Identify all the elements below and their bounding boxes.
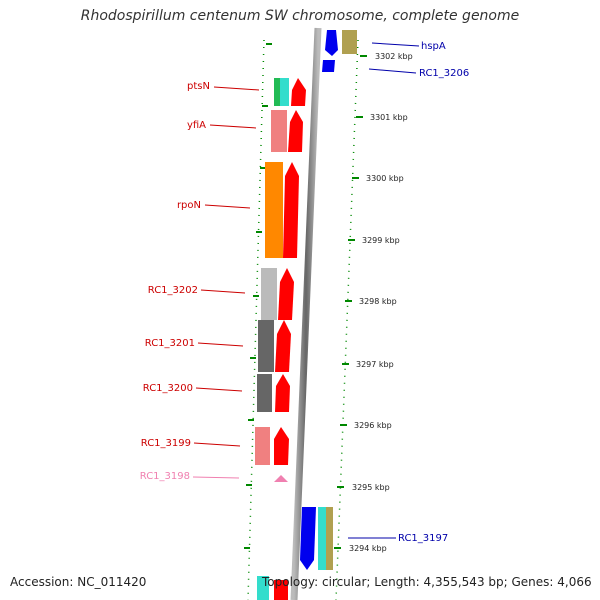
gene-RC1_3199-bar[interactable] [255,427,270,465]
gene-label-RC1_3206[interactable]: RC1_3206 [419,68,469,79]
gene-RC1_3197-arrow[interactable] [300,507,316,570]
gene-yfiA-arrow[interactable] [288,110,303,152]
gene-label-hspA[interactable]: hspA [421,41,446,52]
scale-label-3294: 3294 kbp [349,544,387,553]
gene-ptsN-bar-green[interactable] [274,78,280,106]
gene-RC1_3202-arrow[interactable] [278,268,294,320]
left-guide-line [247,39,265,600]
genome-summary-text: Topology: circular; Length: 4,355,543 bp… [262,575,592,589]
right-guide-line [335,39,359,600]
gene-RC1_3199-arrow[interactable] [274,427,289,465]
gene-label-RC1_3202[interactable]: RC1_3202 [148,285,198,296]
scale-label-3301: 3301 kbp [370,113,408,122]
scale-label-3300: 3300 kbp [366,174,404,183]
gene-ptsN-arrow[interactable] [291,78,306,106]
gene-RC1_3200-arrow[interactable] [275,374,290,412]
gene-RC1_3201-bar[interactable] [258,320,274,372]
scale-label-3302: 3302 kbp [375,52,413,61]
gene-ptsN-bar-cyan[interactable] [280,78,289,106]
gene-RC1_3197-bar-cyan[interactable] [318,507,326,570]
gene-rpoN-arrow[interactable] [283,162,299,258]
left-tick-marks [244,43,272,549]
gene-label-RC1_3197[interactable]: RC1_3197 [398,533,448,544]
left-leader-lines [192,86,260,479]
gene-label-RC1_3200[interactable]: RC1_3200 [143,383,193,394]
gene-label-ptsN[interactable]: ptsN [187,81,210,92]
gene-RC1_3202-bar[interactable] [261,268,277,320]
gene-label-RC1_3201[interactable]: RC1_3201 [145,338,195,349]
scale-label-3297: 3297 kbp [356,360,394,369]
gene-RC1_3201-arrow[interactable] [275,320,291,372]
gene-label-yfiA[interactable]: yfiA [187,120,206,131]
gene-RC1_3197-bar-olive[interactable] [326,507,333,570]
gene-bottom-bar-red[interactable] [274,580,288,600]
chromosome-backbone [290,27,322,600]
gene-rpoN-bar[interactable] [265,162,283,258]
right-tick-marks [334,55,367,549]
gene-label-RC1_3199[interactable]: RC1_3199 [141,438,191,449]
gene-yfiA-bar[interactable] [271,110,287,152]
scale-label-3295: 3295 kbp [352,483,390,492]
scale-label-3298: 3298 kbp [359,297,397,306]
gene-label-rpoN[interactable]: rpoN [177,200,201,211]
gene-hspA-arrow[interactable] [325,30,338,56]
right-leader-lines [348,42,420,539]
accession-text: Accession: NC_011420 [10,575,147,589]
gene-bottom-bar-cyan[interactable] [257,576,269,600]
gene-RC1_3200-bar[interactable] [257,374,272,412]
scale-label-3299: 3299 kbp [362,236,400,245]
map-title: Rhodospirillum centenum SW chromosome, c… [80,8,520,24]
gene-RC1_3198-marker[interactable] [274,475,288,482]
scale-label-3296: 3296 kbp [354,421,392,430]
gene-hspA-feature[interactable] [342,30,357,54]
gene-RC1_3206-arrow[interactable] [322,60,335,72]
gene-label-RC1_3198[interactable]: RC1_3198 [140,471,190,482]
